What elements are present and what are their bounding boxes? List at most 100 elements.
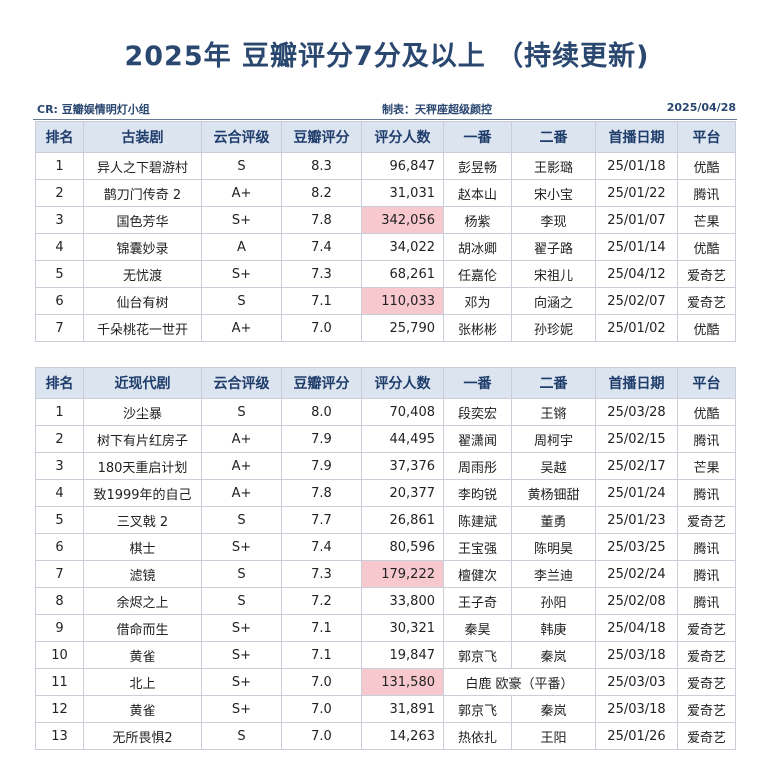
rank-cell: 3 [35,452,84,480]
score-cell: 8.2 [281,179,362,207]
title-cell: 鹊刀门传奇 2 [83,179,202,207]
lead2-cell: 董勇 [511,506,596,534]
date-cell: 25/01/02 [595,314,678,342]
column-header-title: 古装剧 [83,121,202,153]
column-header-grade: 云合评级 [201,121,282,153]
table-row: 6 棋士 S+ 7.4 80,596 王宝强 陈明昊 25/03/25 腾讯 [35,533,736,561]
lead1-cell: 胡冰卿 [443,233,512,261]
grade-cell: A+ [201,179,282,207]
grade-cell: S+ [201,641,282,669]
lead2-cell: 陈明昊 [511,533,596,561]
votes-cell: 33,800 [361,587,444,615]
platform-cell: 腾讯 [677,479,736,507]
table-row: 4 锦囊妙录 A 7.4 34,022 胡冰卿 翟子路 25/01/14 优酷 [35,233,736,261]
score-cell: 7.3 [281,560,362,588]
maker-label: 制表：天秤座超级颜控 [382,103,492,116]
title-cell: 棋士 [83,533,202,561]
date-cell: 25/02/07 [595,287,678,315]
grade-cell: S+ [201,260,282,288]
platform-cell: 爱奇艺 [677,668,736,696]
table-row: 13 无所畏惧2 S 7.0 14,263 热依扎 王阳 25/01/26 爱奇艺 [35,722,736,750]
grade-cell: S [201,506,282,534]
column-header-lead1: 一番 [443,367,512,399]
column-header-score: 豆瓣评分 [281,121,362,153]
title-cell: 树下有片红房子 [83,425,202,453]
platform-cell: 腾讯 [677,533,736,561]
lead2-cell: 周柯宇 [511,425,596,453]
column-header-votes: 评分人数 [361,367,444,399]
column-header-rank: 排名 [35,121,84,153]
votes-cell: 68,261 [361,260,444,288]
date-cell: 25/03/25 [595,533,678,561]
grade-cell: A+ [201,452,282,480]
score-cell: 7.1 [281,614,362,642]
rank-cell: 3 [35,206,84,234]
votes-cell: 26,861 [361,506,444,534]
lead2-cell: 黄杨钿甜 [511,479,596,507]
lead1-cell: 周雨彤 [443,452,512,480]
rank-cell: 1 [35,398,84,426]
grade-cell: S+ [201,533,282,561]
rank-cell: 5 [35,506,84,534]
score-cell: 7.1 [281,287,362,315]
lead1-cell: 段奕宏 [443,398,512,426]
score-cell: 7.1 [281,641,362,669]
date-cell: 25/02/15 [595,425,678,453]
credit-label: CR: 豆瓣娱情明灯小组 [37,103,150,116]
table-row: 6 仙台有树 S 7.1 110,033 邓为 向涵之 25/02/07 爱奇艺 [35,287,736,315]
lead1-cell: 赵本山 [443,179,512,207]
rank-cell: 10 [35,641,84,669]
platform-cell: 爱奇艺 [677,287,736,315]
votes-cell: 44,495 [361,425,444,453]
platform-cell: 优酷 [677,314,736,342]
table-row: 1 沙尘暴 S 8.0 70,408 段奕宏 王锵 25/03/28 优酷 [35,398,736,426]
table-row: 7 千朵桃花一世开 A+ 7.0 25,790 张彬彬 孙珍妮 25/01/02 优酷 [35,314,736,342]
date-cell: 25/02/24 [595,560,678,588]
grade-cell: S [201,560,282,588]
rank-cell: 12 [35,695,84,723]
platform-cell: 爱奇艺 [677,695,736,723]
grade-cell: A+ [201,479,282,507]
title-cell: 借命而生 [83,614,202,642]
votes-cell: 20,377 [361,479,444,507]
costume-drama-table: 排名 古装剧 云合评级 豆瓣评分 评分人数 一番 二番 首播日期 平台 1 异人之下碧游村 S 8.3… [35,121,736,342]
rank-cell: 1 [35,152,84,180]
score-cell: 7.7 [281,506,362,534]
lead2-cell: 王锵 [511,398,596,426]
platform-cell: 腾讯 [677,587,736,615]
score-cell: 8.3 [281,152,362,180]
grade-cell: S [201,587,282,615]
votes-cell: 110,033 [361,287,444,315]
title-cell: 北上 [83,668,202,696]
score-cell: 7.0 [281,668,362,696]
table-row: 10 黄雀 S+ 7.1 19,847 郭京飞 秦岚 25/03/18 爱奇艺 [35,641,736,669]
title-cell: 180天重启计划 [83,452,202,480]
platform-cell: 爱奇艺 [677,260,736,288]
lead2-cell: 翟子路 [511,233,596,261]
column-header-title: 近现代剧 [83,367,202,399]
title-cell: 锦囊妙录 [83,233,202,261]
platform-cell: 爱奇艺 [677,506,736,534]
date-cell: 25/01/18 [595,152,678,180]
date-cell: 25/01/14 [595,233,678,261]
title-cell: 无所畏惧2 [83,722,202,750]
column-header-votes: 评分人数 [361,121,444,153]
lead1-cell: 翟潇闻 [443,425,512,453]
date-cell: 25/03/28 [595,398,678,426]
table-row: 4 致1999年的自己 A+ 7.8 20,377 李昀锐 黄杨钿甜 25/01/24 腾讯 [35,479,736,507]
column-header-lead1: 一番 [443,121,512,153]
table-row: 3 180天重启计划 A+ 7.9 37,376 周雨彤 吴越 25/02/17 芒果 [35,452,736,480]
title-cell: 黄雀 [83,641,202,669]
lead2-cell: 宋小宝 [511,179,596,207]
modern-drama-table: 排名 近现代剧 云合评级 豆瓣评分 评分人数 一番 二番 首播日期 平台 1 沙尘暴 S 8.0 70,… [35,367,736,750]
votes-cell: 179,222 [361,560,444,588]
table-header-row: 排名 近现代剧 云合评级 豆瓣评分 评分人数 一番 二番 首播日期 平台 [35,367,736,399]
score-cell: 7.4 [281,233,362,261]
lead1-cell: 白鹿 欧豪（平番） [443,668,596,696]
lead2-cell: 孙珍妮 [511,314,596,342]
votes-cell: 37,376 [361,452,444,480]
table-row: 5 三叉戟 2 S 7.7 26,861 陈建斌 董勇 25/01/23 爱奇艺 [35,506,736,534]
lead1-cell: 李昀锐 [443,479,512,507]
date-cell: 25/01/23 [595,506,678,534]
lead1-cell: 张彬彬 [443,314,512,342]
